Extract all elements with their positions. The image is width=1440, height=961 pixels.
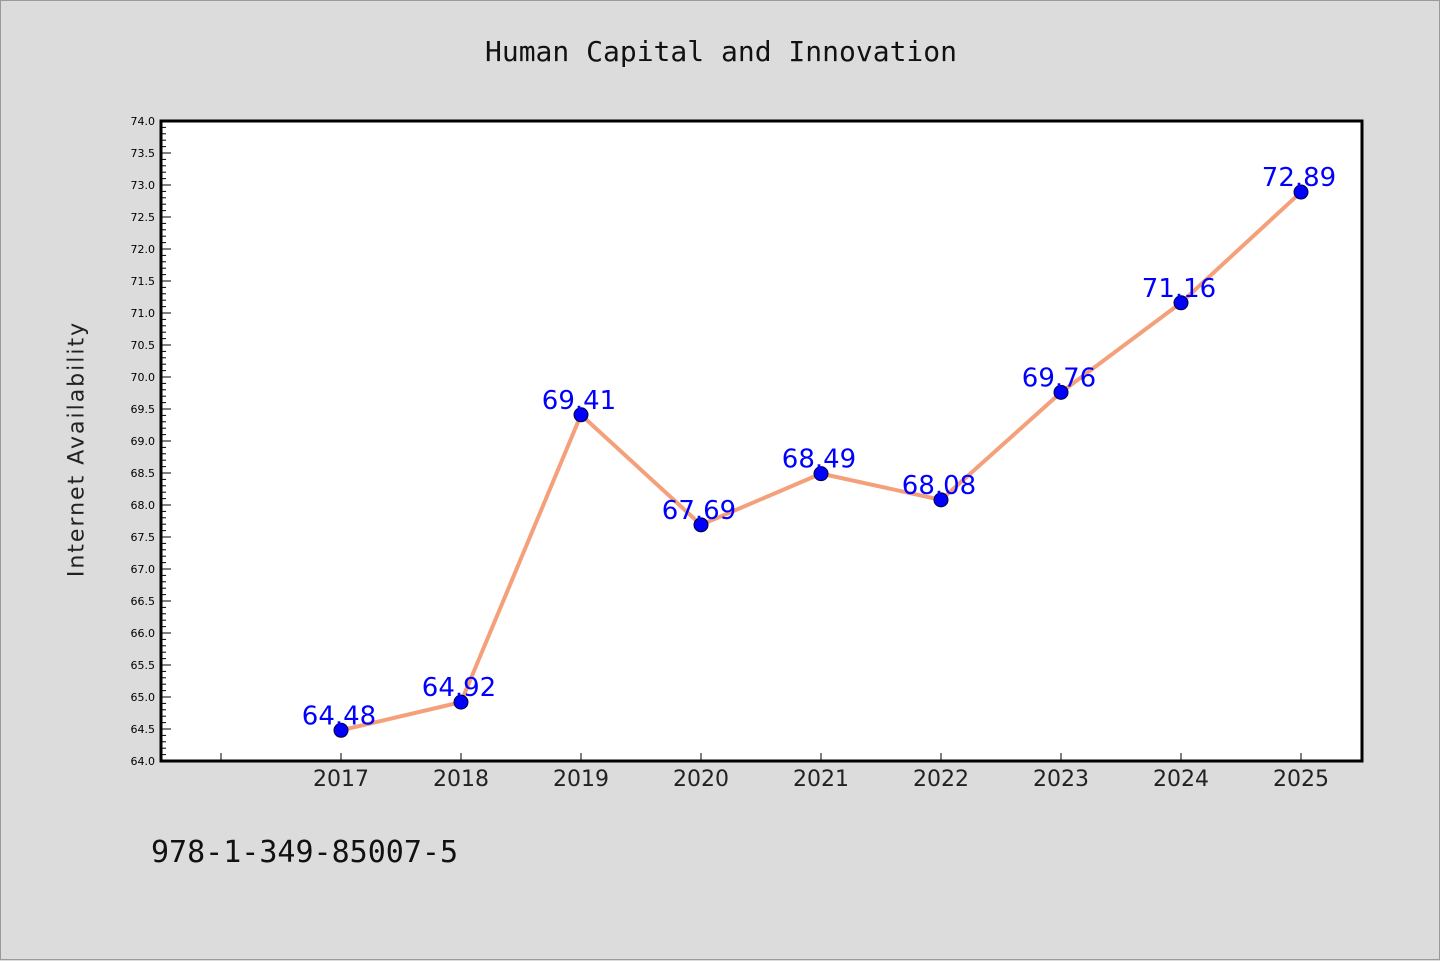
y-tick-label: 66.5 [131, 595, 156, 608]
data-point [1293, 184, 1309, 200]
x-tick-label: 2023 [1033, 767, 1089, 792]
x-tick-label: 2022 [913, 767, 969, 792]
series-layer: 64.48 64.92 69.41 67.69 68.49 68.08 69.76 71.16… [302, 163, 1336, 738]
data-label: 64.92 [422, 673, 496, 703]
data-point [453, 694, 469, 710]
y-tick-label: 69.5 [131, 403, 156, 416]
x-tick-label: 2017 [313, 767, 369, 792]
x-tick-label: 2018 [433, 767, 489, 792]
y-tick-label: 67.5 [131, 531, 156, 544]
x-tick-label: 2025 [1273, 767, 1329, 792]
y-axis-ticks: 64.0 64.5 65.0 65.5 66.0 66.5 67.0 67.5 68.0 68.5… [131, 115, 171, 768]
data-label: 72.89 [1262, 163, 1336, 193]
x-axis-ticks: 2017 2018 2019 2020 2021 2022 2023 2024 2025 [220, 753, 1329, 792]
y-tick-label: 71.5 [131, 275, 156, 288]
chart-title: Human Capital and Innovation [484, 35, 957, 68]
y-tick-label: 71.0 [131, 307, 156, 320]
x-tick-label: 2020 [673, 767, 729, 792]
data-point [333, 722, 349, 738]
y-tick-label: 67.0 [131, 563, 156, 576]
isbn-caption: 978-1-349-85007-5 [151, 835, 459, 870]
y-tick-label: 72.5 [131, 211, 156, 224]
y-tick-label: 72.0 [131, 243, 156, 256]
y-tick-label: 74.0 [131, 115, 156, 128]
data-point [1053, 384, 1069, 400]
data-point [1173, 295, 1189, 311]
data-label: 69.76 [1022, 363, 1096, 393]
data-point [813, 466, 829, 482]
data-point [573, 407, 589, 423]
plot-area [159, 119, 1364, 763]
y-tick-label: 70.0 [131, 371, 156, 384]
y-tick-label: 68.5 [131, 467, 156, 480]
x-tick-label: 2021 [793, 767, 849, 792]
x-tick-label: 2019 [553, 767, 609, 792]
data-point [933, 492, 949, 508]
y-tick-label: 64.0 [131, 755, 156, 768]
x-tick-label: 2024 [1153, 767, 1209, 792]
data-label: 64.48 [302, 701, 376, 731]
data-label: 71.16 [1142, 274, 1216, 304]
data-label: 69.41 [542, 386, 616, 416]
data-point [693, 517, 709, 533]
data-label: 68.08 [902, 471, 976, 501]
y-tick-label: 64.5 [131, 723, 156, 736]
y-tick-label: 70.5 [131, 339, 156, 352]
data-label: 67.69 [662, 496, 736, 526]
y-tick-label: 65.0 [131, 691, 156, 704]
y-tick-label: 73.0 [131, 179, 156, 192]
data-label: 68.49 [782, 445, 856, 475]
y-tick-label: 68.0 [131, 499, 156, 512]
y-tick-label: 65.5 [131, 659, 156, 672]
y-tick-label: 66.0 [131, 627, 156, 640]
y-tick-label: 73.5 [131, 147, 156, 160]
y-tick-label: 69.0 [131, 435, 156, 448]
